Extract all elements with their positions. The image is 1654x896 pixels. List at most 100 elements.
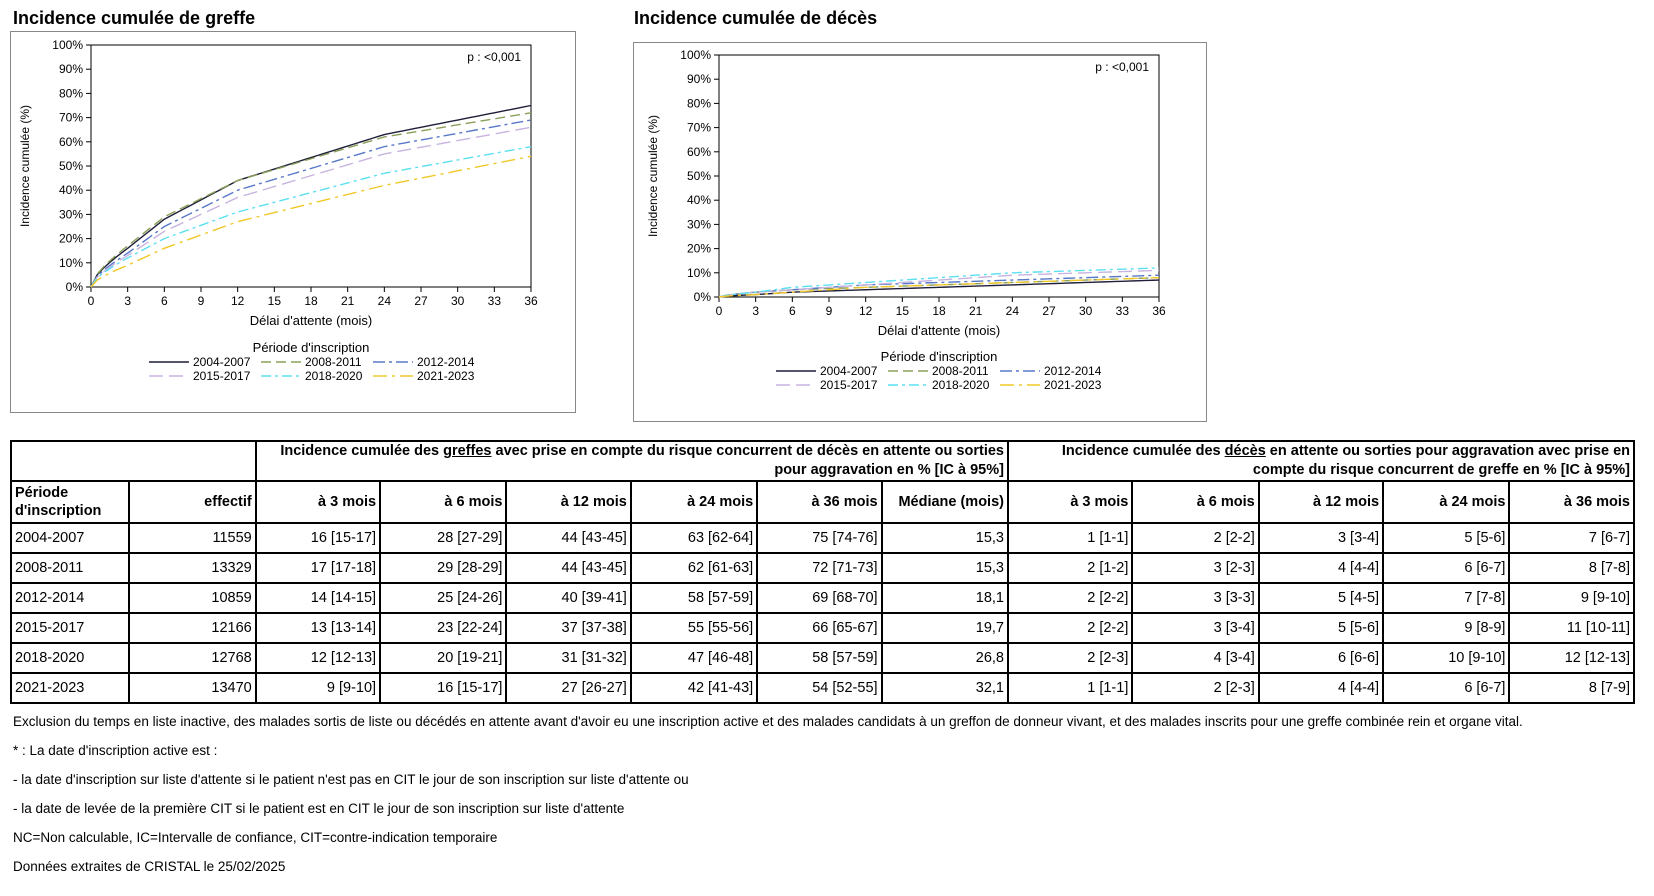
col-header: à 3 mois — [1006, 480, 1134, 524]
y-tick-label: 50% — [59, 159, 83, 173]
table-cell: 13470 — [128, 672, 257, 704]
table-cell: 58 [57-59] — [756, 642, 883, 674]
table-cell: 2015-2017 — [9, 612, 131, 644]
y-axis-label: Incidence cumulée (%) — [646, 115, 660, 237]
table-cell: 28 [27-29] — [379, 522, 508, 554]
table-cell: 20 [19-21] — [379, 642, 508, 674]
table-cell: 16 [15-17] — [379, 672, 508, 704]
col-period: Période d'inscription — [9, 480, 131, 524]
table-cell: 6 [6-7] — [1382, 672, 1511, 704]
x-tick-label: 3 — [124, 294, 131, 308]
col-header: à 24 mois — [1382, 480, 1511, 524]
col-header: à 12 mois — [505, 480, 632, 524]
series-line-2008-2011 — [90, 112, 532, 288]
x-tick-label: 3 — [752, 304, 759, 318]
series-line-2004-2007 — [90, 104, 532, 288]
y-tick-label: 70% — [687, 121, 711, 135]
p-value-annotation: p : <0,001 — [467, 50, 521, 64]
legend-label: 2012-2014 — [1044, 364, 1102, 378]
chart-title-greffe: Incidence cumulée de greffe — [13, 8, 256, 28]
table-cell: 10 [9-10] — [1382, 642, 1511, 674]
table-cell: 75 [74-76] — [756, 522, 883, 554]
table-cell: 9 [9-10] — [254, 672, 382, 704]
table-cell: 44 [43-45] — [505, 522, 632, 554]
table-cell: 7 [6-7] — [1508, 522, 1635, 554]
legend-label: 2004-2007 — [820, 364, 878, 378]
y-tick-label: 60% — [687, 145, 711, 159]
chart-deces-svg: 0%10%20%30%40%50%60%70%80%90%100%0 3 6 9 12 1… — [646, 48, 1166, 392]
table-cell: 23 [22-24] — [379, 612, 508, 644]
table-row: 2004-2007 11559 16 [15-17] 28 [27-29] 44 [43… — [9, 522, 1635, 554]
chart-greffe: 0% 10% 20% 30% 40% 50% 60% 70% 80% 90% 100% 0 3 6 9 12 1… — [10, 31, 576, 413]
table-cell: 6 [6-6] — [1257, 642, 1385, 674]
x-tick-label: 24 — [378, 294, 392, 308]
series-line-2018-2020 — [90, 145, 532, 288]
col-header: à 36 mois — [756, 480, 883, 524]
table-cell: 2008-2011 — [9, 552, 131, 584]
table-cell: 66 [65-67] — [756, 612, 883, 644]
plot-area — [90, 44, 532, 288]
table-cell: 69 [68-70] — [756, 582, 883, 614]
table-cell: 42 [41-43] — [629, 672, 759, 704]
col-header: à 12 mois — [1257, 480, 1385, 524]
x-tick-label: 27 — [1042, 304, 1056, 318]
table-cell: 2018-2020 — [9, 642, 131, 674]
table-cell: 2 [1-2] — [1006, 552, 1134, 584]
legend-label: 2004-2007 — [193, 355, 251, 369]
footnote-line: Exclusion du temps en liste inactive, de… — [13, 714, 1523, 729]
table-cell: 12166 — [128, 612, 257, 644]
table-row: 2021-2023 13470 9 [9-10] 16 [15-17] 27 [26-2… — [9, 672, 1635, 704]
y-tick-label: 60% — [59, 135, 83, 149]
y-tick-label: 0% — [694, 290, 712, 304]
legend-label: 2012-2014 — [417, 355, 475, 369]
series-line-2021-2023 — [90, 155, 532, 288]
table-cell: 2012-2014 — [9, 582, 131, 614]
table-cell: 13329 — [128, 552, 257, 584]
table-cell: 15,3 — [880, 522, 1009, 554]
table-cell: 16 [15-17] — [254, 522, 382, 554]
footnotes: Exclusion du temps en liste inactive, de… — [13, 713, 1523, 887]
table-cell: 2004-2007 — [9, 522, 131, 554]
x-tick-label: 0 — [716, 304, 723, 318]
footnote-line: - la date de levée de la première CIT si… — [13, 801, 625, 816]
footnote-line: - la date d'inscription sur liste d'atte… — [13, 772, 689, 787]
footnote-line: * : La date d'inscription active est : — [13, 743, 218, 758]
p-value-annotation: p : <0,001 — [1095, 60, 1149, 74]
table-cell: 18,1 — [880, 582, 1009, 614]
y-tick-label: 90% — [59, 62, 83, 76]
y-tick-label: 40% — [59, 183, 83, 197]
table-cell: 8 [7-9] — [1508, 672, 1635, 704]
x-tick-label: 18 — [304, 294, 318, 308]
table-cell: 44 [43-45] — [505, 552, 632, 584]
col-header: à 6 mois — [379, 480, 508, 524]
table-cell: 47 [46-48] — [629, 642, 759, 674]
y-tick-label: 20% — [687, 242, 711, 256]
y-tick-label: 40% — [687, 193, 711, 207]
legend-label: 2008-2011 — [932, 364, 989, 378]
table-cell: 17 [17-18] — [254, 552, 382, 584]
table-cell: 10859 — [128, 582, 257, 614]
y-tick-label: 50% — [687, 169, 711, 183]
table-cell: 4 [4-4] — [1257, 672, 1385, 704]
x-tick-label: 30 — [451, 294, 465, 308]
x-tick-label: 15 — [896, 304, 910, 318]
header-deces-group: Incidence cumulée des décès en attente o… — [1006, 440, 1636, 482]
table-cell: 2021-2023 — [9, 672, 131, 704]
table-cell: 5 [4-5] — [1257, 582, 1385, 614]
legend-title: Période d'inscription — [253, 340, 370, 355]
empty-corner — [10, 440, 257, 482]
table-cell: 4 [3-4] — [1131, 642, 1260, 674]
x-axis-label: Délai d'attente (mois) — [250, 313, 372, 328]
table-cell: 2 [2-2] — [1006, 612, 1134, 644]
y-tick-label: 20% — [59, 232, 83, 246]
col-header: à 24 mois — [629, 480, 759, 524]
chart-title-deces: Incidence cumulée de décès — [634, 8, 878, 28]
table-cell: 63 [62-64] — [629, 522, 759, 554]
y-tick-label: 10% — [687, 266, 711, 280]
col-header: à 36 mois — [1508, 480, 1635, 524]
legend-label: 2021-2023 — [417, 369, 475, 383]
table-cell: 3 [3-3] — [1131, 582, 1260, 614]
y-tick-label: 30% — [687, 217, 711, 231]
x-tick-label: 33 — [488, 294, 502, 308]
plot-area — [718, 54, 1160, 298]
